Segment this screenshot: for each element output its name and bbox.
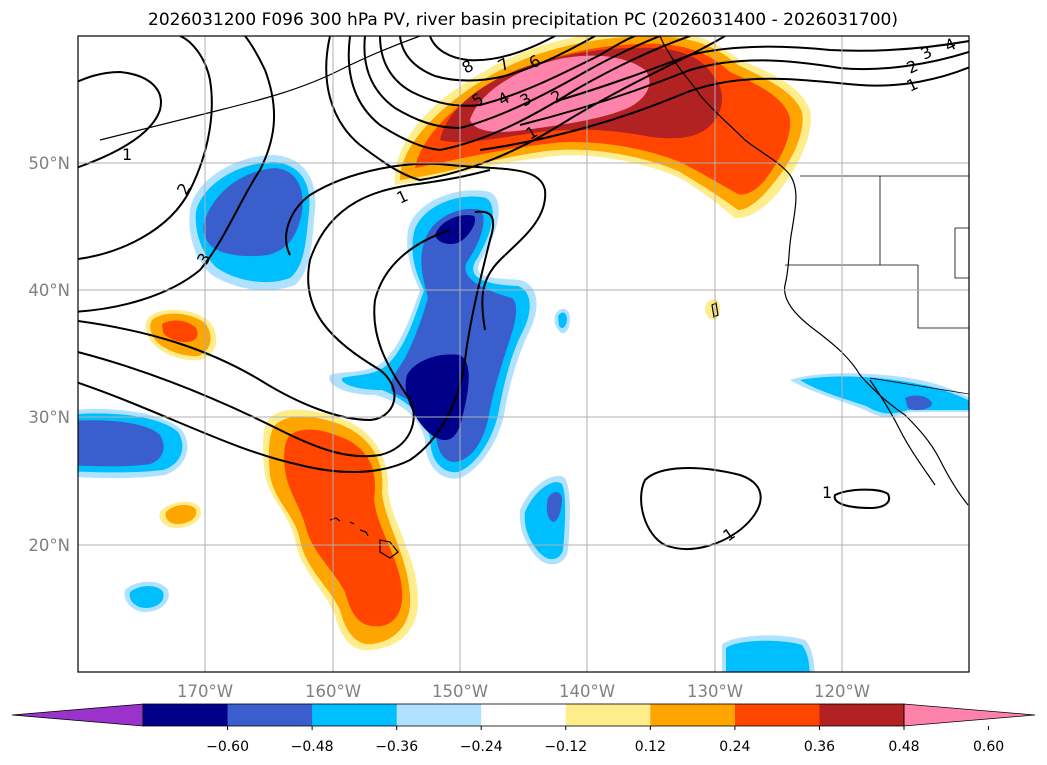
pv-contour-trough-3 [78,210,495,473]
map-frame [77,35,970,673]
negative-blob-22n-036 [546,492,562,522]
negative-blob-16n-024 [129,586,164,608]
colorbar-outline [142,703,905,727]
lat-label-30n: 30°N [28,408,70,427]
colorbar: −0.60 −0.48 −0.36 −0.24 −0.12 0.12 0.24 0.36 0.4… [11,703,1036,755]
colorbar-tick-label: −0.24 [460,739,503,755]
colorbar-extend-low [11,703,144,727]
pv-contours [78,36,969,551]
negative-region-baja-036 [905,395,932,411]
colorbar-segment [396,704,482,726]
pv-contour-jet-e [399,36,596,82]
map-content: 8 7 6 5 4 3 2 1 1 2 3 1 1 1 3 2 4 1 [78,36,969,672]
us-state-border-3 [917,265,969,329]
pv-contour-jet-c [363,36,661,130]
colorbar-segment [481,704,567,726]
negative-region-north-core [435,214,476,244]
lat-axis-labels: 50°N 40°N 30°N 20°N [28,154,70,555]
colorbar-segment [565,704,651,726]
colorbar-segment [734,704,820,726]
lon-axis-labels: 170°W 160°W 150°W 140°W 130°W 120°W [177,682,870,701]
colorbar-tick-label: −0.60 [206,739,249,755]
pv-contour-trough-2 [78,229,451,458]
negative-region-w-28n-036 [78,420,164,467]
negative-region-central-048 [405,354,469,440]
graticule [78,36,969,672]
colorbar-segment [650,704,736,726]
lon-label-120w: 120°W [814,682,870,701]
pv-contour-jet-b [347,36,691,152]
colorbar-segment [143,704,229,726]
negative-blob-38n-024 [558,312,567,328]
pv-contour-trough-1 [78,169,491,422]
pv-contour-ne-2 [519,50,969,126]
pv-contour-2-west [78,36,213,260]
lat-label-50n: 50°N [28,154,70,173]
pv-contour-subtropical-2 [833,488,890,510]
pv-contour-3-west [78,36,275,313]
alaska-peninsula [99,36,421,141]
colorbar-tick-label: −0.48 [291,739,334,755]
colorbar-segment [819,704,905,726]
colorbar-tick-label: 0.60 [973,739,1004,755]
pv-label-1-west: 1 [122,145,132,164]
figure-title: 2026031200 F096 300 hPa PV, river basin … [148,10,898,30]
north-america-coast [659,36,969,506]
pv-contour-jet-f [429,36,556,62]
pv-contour-ridge-1 [285,162,547,331]
colorbar-tick-label: −0.12 [544,739,587,755]
pv-contour-ne-3 [559,40,969,101]
colorbar-extend-high [903,703,1036,727]
us-state-border-4 [954,227,969,279]
lon-label-140w: 140°W [559,682,615,701]
lat-label-20n: 20°N [28,536,70,555]
coastlines [99,36,969,559]
baja-peninsula [869,379,936,486]
colorbar-tick-label: 0.24 [719,739,750,755]
colorbar-tick-label: 0.48 [888,739,919,755]
colorbar-tick-label: 0.12 [635,739,666,755]
lat-label-40n: 40°N [28,281,70,300]
lon-label-160w: 160°W [305,682,361,701]
lon-label-150w: 150°W [432,682,488,701]
pv-label-1-east: 1 [822,483,832,502]
colorbar-tick-label: −0.36 [375,739,418,755]
lon-label-130w: 130°W [687,682,743,701]
hawaii-islands [329,517,399,559]
lon-label-170w: 170°W [177,682,233,701]
negative-region-nw-036 [203,168,303,257]
pv-contour-jet-a [325,36,726,182]
pv-contour-1-west [78,70,162,169]
positive-region-hawaii-048 [284,429,403,627]
pv-contour-subtropical-1 [640,467,762,551]
colorbar-segment [227,704,313,726]
pv-contour-jet-d [379,36,636,107]
positive-blob-dateline-33n-048 [162,320,198,342]
pv-contour-ne-1 [479,66,969,151]
us-mexico-border [869,377,969,395]
negative-region-sw-024 [726,640,810,672]
positive-blob-22n-036 [165,504,197,524]
colorbar-segment [312,704,398,726]
colorbar-tick-label: 0.36 [804,739,835,755]
